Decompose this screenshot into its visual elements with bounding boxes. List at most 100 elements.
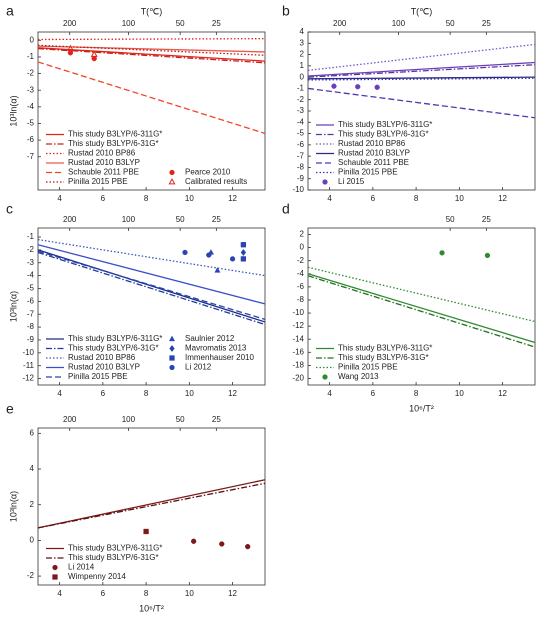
legend-entry: Mavromatis 2013	[169, 344, 247, 353]
x-tick-label: 12	[228, 389, 237, 398]
y-tick-label: 3	[300, 38, 305, 47]
legend-entry: Rustad 2010 B3LYP	[316, 149, 410, 158]
y-tick-label: -3	[27, 85, 35, 94]
series-line	[307, 87, 536, 119]
legend-label: This study B3LYP/6-311G*	[68, 130, 162, 139]
legend-label: Rustad 2010 B3LYP	[68, 363, 140, 372]
y-tick-label: -8	[297, 295, 305, 304]
y-tick-label: 0	[300, 72, 305, 81]
y-tick-label: -9	[297, 174, 305, 183]
top-axis-label: T(℃)	[411, 6, 433, 16]
x-tick-label: 10	[455, 389, 464, 398]
y-tick-label: -1	[297, 84, 305, 93]
marker	[169, 344, 175, 353]
panel-letter: a	[6, 3, 14, 19]
top-tick-label: 25	[212, 215, 221, 224]
y-tick-label: -1	[27, 232, 35, 241]
x-tick-label: 8	[144, 389, 149, 398]
x-tick-label: 4	[57, 389, 62, 398]
y-tick-label: -3	[297, 106, 305, 115]
y-tick-label: -18	[292, 360, 304, 369]
legend-entry: Pinilla 2015 PBE	[46, 177, 128, 186]
legend-entry: Rustad 2010 B3LYP	[46, 363, 140, 372]
legend-label: This study B3LYP/6-311G*	[68, 334, 162, 343]
y-tick-label: -10	[292, 308, 304, 317]
x-tick-label: 6	[101, 589, 106, 598]
legend-label: Li 2015	[338, 177, 365, 186]
legend-label: Pinilla 2015 PBE	[338, 363, 398, 372]
y-tick-label: -12	[22, 374, 34, 383]
legend-label: Pearce 2010	[185, 168, 231, 177]
legend-label: Schauble 2011 PBE	[68, 168, 139, 177]
legend-label: This study B3LYP/6-311G*	[68, 544, 162, 553]
series-line	[307, 77, 536, 81]
legend-entry: Rustad 2010 BP86	[316, 139, 406, 148]
legend-entry: Li 2012	[169, 363, 212, 372]
marker	[439, 250, 445, 256]
x-tick-label: 4	[327, 194, 332, 203]
marker	[214, 267, 221, 273]
series-line	[37, 61, 266, 135]
marker	[66, 44, 74, 52]
panel-letter: c	[6, 201, 13, 217]
legend-entry: Pinilla 2015 PBE	[316, 168, 398, 177]
marker	[168, 335, 176, 342]
legend-label: Rustad 2010 BP86	[338, 139, 406, 148]
y-tick-label: -2	[27, 69, 35, 78]
marker	[182, 249, 188, 256]
marker	[191, 538, 197, 544]
marker	[322, 179, 328, 185]
y-tick-label: -2	[27, 245, 35, 254]
legend-entry: This study B3LYP/6-311G*	[46, 334, 162, 343]
legend-label: This study B3LYP/6-31G*	[338, 353, 429, 362]
marker	[245, 543, 251, 550]
x-tick-label: 12	[498, 194, 507, 203]
y-tick-label: -7	[27, 152, 35, 161]
x-axis-label: 10⁶/T²	[139, 603, 164, 613]
marker	[90, 50, 98, 57]
marker	[206, 252, 212, 258]
y-tick-label: -2	[297, 256, 305, 265]
legend-label: Calibrated results	[185, 177, 247, 186]
plot-frame	[37, 31, 266, 191]
legend-entry: Immenhauser 2010	[169, 353, 254, 362]
series-line	[307, 43, 536, 72]
y-tick-label: -9	[27, 335, 35, 344]
x-tick-label: 12	[228, 194, 237, 203]
top-tick-label: 50	[176, 215, 185, 224]
top-tick-label: 100	[392, 19, 406, 28]
y-tick-label: 0	[30, 35, 35, 44]
series-line	[307, 76, 536, 80]
series-line	[307, 273, 536, 344]
y-tick-label: -6	[297, 282, 305, 291]
y-axis-label: 10³ln(α)	[8, 491, 18, 522]
series-line	[37, 482, 266, 529]
plot-frame	[37, 427, 266, 586]
legend-label: Rustad 2010 B3LYP	[338, 149, 410, 158]
x-tick-label: 6	[371, 194, 376, 203]
x-tick-label: 4	[327, 389, 332, 398]
legend-entry: This study B3LYP/6-311G*	[316, 344, 432, 353]
legend-entry: Rustad 2010 B3LYP	[46, 158, 140, 167]
y-tick-label: -4	[297, 269, 305, 278]
y-tick-label: -4	[297, 117, 305, 126]
marker	[240, 242, 247, 248]
marker	[240, 256, 247, 262]
marker	[374, 84, 380, 90]
series-line	[37, 251, 266, 326]
marker	[67, 50, 74, 56]
x-tick-label: 6	[101, 194, 106, 203]
series-line	[307, 61, 536, 77]
legend-entry: Saulnier 2012	[168, 334, 235, 343]
series-line	[37, 44, 266, 56]
legend-label: Saulnier 2012	[185, 334, 235, 343]
x-tick-label: 8	[144, 589, 149, 598]
legend-entry: Schauble 2011 PBE	[46, 168, 139, 177]
legend-entry: This study B3LYP/6-31G*	[46, 139, 159, 148]
marker	[219, 541, 225, 547]
marker	[240, 248, 247, 256]
y-tick-label: -8	[297, 163, 305, 172]
y-tick-label: 6	[30, 428, 35, 437]
y-tick-label: -16	[292, 347, 304, 356]
x-tick-label: 12	[498, 389, 507, 398]
